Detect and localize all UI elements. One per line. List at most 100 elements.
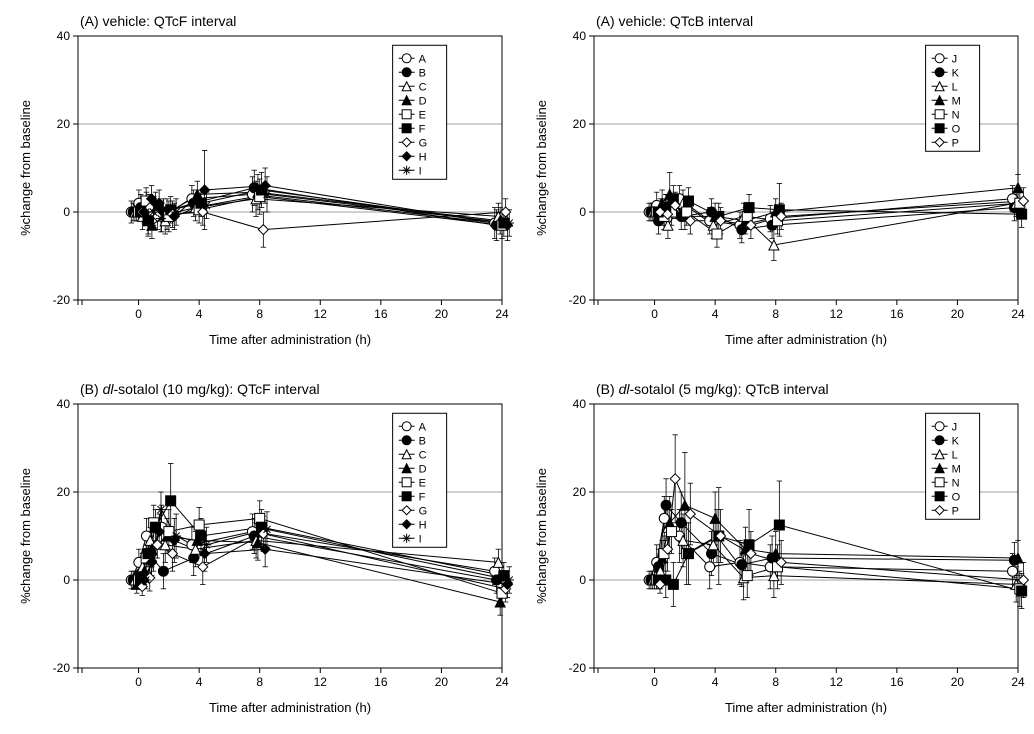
chart-panel-p3: (B) dl-sotalol (5 mg/kg): QTcB interval 0… [528,376,1030,728]
y-tick-label: 0 [63,573,70,587]
y-tick-label: -20 [53,661,71,675]
series-marker [670,474,680,484]
legend-label: C [419,449,427,461]
legend-label: K [952,67,960,79]
y-tick-label: 0 [579,205,586,219]
series-marker [198,562,208,572]
x-tick-label: 8 [772,675,779,689]
x-tick-label: 0 [135,675,142,689]
legend: JKLMNOP [926,45,980,151]
y-tick-label: 0 [63,205,70,219]
y-tick-label: -20 [569,661,587,675]
legend-label: B [419,435,426,447]
x-tick-label: 0 [135,307,142,321]
legend: ABCDEFGHI [393,45,447,179]
chart-title: (B) dl-sotalol (10 mg/kg): QTcF interval [80,381,320,397]
chart-title: (B) dl-sotalol (5 mg/kg): QTcB interval [596,381,829,397]
y-tick-label: 40 [573,29,587,43]
x-tick-label: 20 [951,307,965,321]
x-tick-label: 24 [495,307,509,321]
legend-label: N [952,109,960,121]
chart-title: (A) vehicle: QTcB interval [596,13,753,29]
series-marker [194,520,204,530]
series-marker [744,203,754,213]
series-marker [742,571,752,581]
x-tick-label: 4 [196,307,203,321]
x-tick-label: 12 [830,675,844,689]
series-marker [201,200,211,210]
legend-label: E [419,477,426,489]
legend-label: P [952,137,959,149]
y-tick-label: -20 [53,293,71,307]
x-tick-label: 0 [651,307,658,321]
y-tick-label: 40 [57,29,71,43]
legend-label: F [419,123,426,135]
y-tick-label: 20 [573,485,587,499]
series-marker [1008,566,1018,576]
y-tick-label: 40 [57,397,71,411]
series-marker [166,496,176,506]
legend-label: K [952,435,960,447]
legend: ABCDEFGHI [393,413,447,547]
legend: JKLMNOP [926,413,980,519]
legend-label: C [419,81,427,93]
figure-container: (A) vehicle: QTcF interval04812162024-20… [0,0,1034,734]
series-marker [744,540,754,550]
legend-label: A [419,53,427,65]
x-tick-label: 16 [374,307,388,321]
x-tick-label: 24 [1011,675,1025,689]
chart-panel-p0: (A) vehicle: QTcF interval04812162024-20… [12,8,514,360]
y-tick-label: 20 [573,117,587,131]
y-tick-label: -20 [569,293,587,307]
y-axis-label: %change from baseline [18,468,33,604]
series-marker [1017,586,1027,596]
legend-label: F [419,491,426,503]
series-marker [683,196,693,206]
legend-label: O [952,491,961,503]
series-line [649,518,1012,580]
legend-label: G [419,137,428,149]
series-marker [196,531,206,541]
x-tick-label: 12 [314,307,328,321]
series-marker [156,505,166,515]
x-tick-label: 16 [374,675,388,689]
x-axis-label: Time after administration (h) [725,700,887,715]
series-marker [676,518,686,528]
legend-label: P [952,505,959,517]
series-marker [258,225,268,235]
series-marker [141,575,151,585]
series-marker [171,531,181,541]
x-tick-label: 4 [196,675,203,689]
y-axis-label: %change from baseline [534,100,549,236]
legend-label: I [419,165,422,177]
y-tick-label: 40 [573,397,587,411]
series-marker [148,207,158,217]
series-marker [156,214,166,224]
legend-label: A [419,421,427,433]
legend-label: J [952,53,958,65]
x-axis-label: Time after administration (h) [725,332,887,347]
series-marker [164,527,174,537]
x-tick-label: 16 [890,675,904,689]
series-marker [661,500,671,510]
legend-label: G [419,505,428,517]
legend-label: O [952,123,961,135]
y-tick-label: 0 [579,573,586,587]
chart-panel-p2: (B) dl-sotalol (10 mg/kg): QTcF interval… [12,376,514,728]
series-marker [148,553,158,563]
x-axis-label: Time after administration (h) [209,332,371,347]
y-axis-label: %change from baseline [18,100,33,236]
legend-label: L [952,449,958,461]
series-marker [712,229,722,239]
series-marker [171,207,181,217]
series-marker [668,579,678,589]
x-tick-label: 20 [951,675,965,689]
legend-label: D [419,463,427,475]
series-marker [737,560,747,570]
x-axis-label: Time after administration (h) [209,700,371,715]
legend-label: D [419,95,427,107]
legend-label: E [419,109,426,121]
series-marker [683,549,693,559]
legend-label: M [952,463,961,475]
legend-label: H [419,151,427,163]
